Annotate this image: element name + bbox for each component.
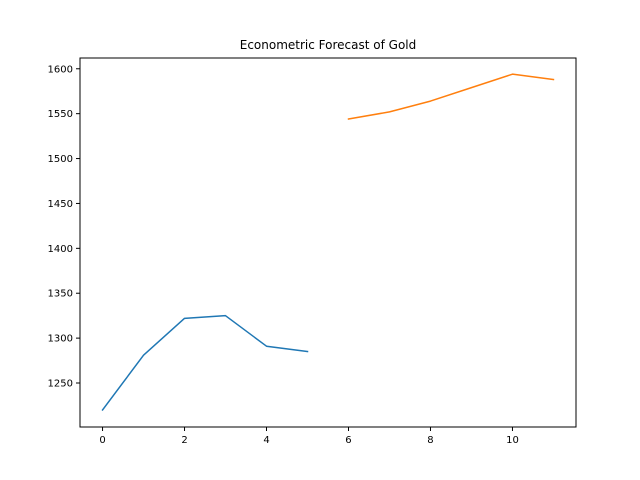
y-tick-label: 1550 (48, 109, 73, 120)
x-tick-label: 6 (345, 435, 351, 446)
x-tick-label: 0 (99, 435, 105, 446)
series-line-2 (347, 73, 555, 120)
plot-area-frame (79, 57, 577, 428)
y-tick-label: 1450 (48, 199, 73, 210)
y-tick-label: 1500 (48, 154, 73, 165)
y-tick-label: 1400 (48, 244, 73, 255)
x-tick-label: 4 (263, 435, 269, 446)
x-axis: 0 2 4 6 8 10 (99, 427, 519, 446)
series-layer (101, 73, 555, 411)
y-tick-label: 1350 (48, 289, 73, 300)
x-tick-label: 2 (181, 435, 187, 446)
series-line-1 (101, 314, 309, 411)
x-tick-label: 10 (506, 435, 519, 446)
y-tick-label: 1600 (48, 64, 73, 75)
chart-title: Econometric Forecast of Gold (240, 38, 417, 52)
y-axis: 1250 1300 1350 1400 1450 1500 1550 1600 (48, 64, 80, 390)
x-tick-label: 8 (427, 435, 433, 446)
y-tick-label: 1300 (48, 334, 73, 345)
y-tick-label: 1250 (48, 379, 73, 390)
